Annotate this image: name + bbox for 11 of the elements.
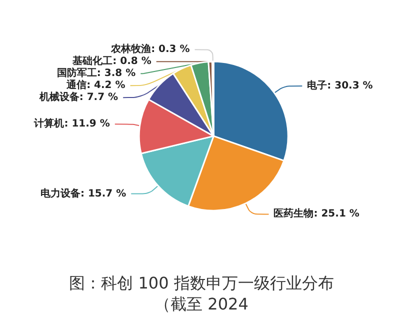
slice-label: 农林牧渔: 0.3 % — [110, 43, 190, 56]
slice-label: 计算机: 11.9 % — [33, 118, 110, 130]
slice-label: 机械设备: 7.7 % — [38, 91, 118, 104]
slice-label: 通信: 4.2 % — [66, 79, 126, 92]
text: （截至 2024 — [154, 294, 248, 314]
slice-label: 国防军工: 3.8 % — [56, 67, 136, 80]
text: 图：科创 100 指数申万一级行业分布 — [69, 274, 334, 292]
slice-label: 电子: 30.3 % — [307, 80, 373, 92]
slice-label: 电力设备: 15.7 % — [40, 187, 126, 200]
slice-label: 基础化工: 0.8 % — [72, 55, 152, 68]
slice-label: 医药生物: 25.1 % — [274, 208, 360, 220]
